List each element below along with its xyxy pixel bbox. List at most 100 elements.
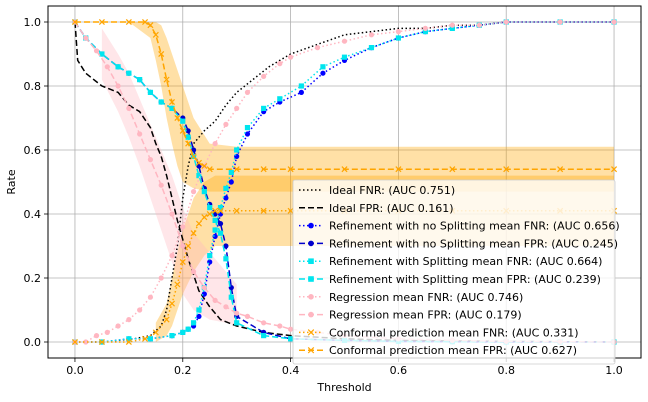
series-5-point-14 <box>207 205 213 211</box>
legend-item-4: Refinement with Splitting mean FNR: (AUC… <box>299 255 602 268</box>
x-tick-label-3: 0.6 <box>390 364 408 377</box>
series-9-point-12 <box>190 153 197 160</box>
series-8-point-9 <box>185 242 192 250</box>
series-7-point-16 <box>244 313 251 319</box>
series-line-6 <box>75 21 614 343</box>
legend-item-8: Conformal prediction mean FNR: (AUC 0.33… <box>299 326 579 339</box>
x-tick-label-4: 0.8 <box>497 364 515 377</box>
series-5-point-15 <box>212 217 218 223</box>
series-6-point-26 <box>476 22 482 28</box>
series-4-point-2 <box>126 336 132 342</box>
series-6-point-6 <box>137 307 143 313</box>
series-7-point-11 <box>190 269 197 275</box>
series-8-point-0 <box>71 338 78 346</box>
series-9-point-6 <box>158 50 165 58</box>
series-6-point-23 <box>395 29 402 35</box>
y-tick-label-4: 0.8 <box>24 80 42 93</box>
series-2-point-16 <box>244 131 251 137</box>
series-4-point-21 <box>341 54 348 60</box>
legend-item-6: Regression mean FNR: (AUC 0.746) <box>299 291 523 304</box>
y-tick-label-3: 0.6 <box>24 144 42 157</box>
legend-marker-2 <box>308 222 314 229</box>
series-8-point-17 <box>260 207 267 214</box>
x-tick-label-1: 0.2 <box>174 364 192 377</box>
legend-marker-6 <box>308 294 314 300</box>
legend-item-0: Ideal FNR: (AUC 0.751) <box>299 184 455 197</box>
series-9-point-16 <box>233 166 240 173</box>
series-5-point-4 <box>126 70 132 76</box>
series-4-point-19 <box>298 83 304 89</box>
series-8-point-12 <box>201 214 208 221</box>
series-4-point-7 <box>190 320 197 326</box>
legend-item-1: Ideal FPR: (AUC 0.161) <box>299 202 454 215</box>
series-7-point-18 <box>277 323 283 329</box>
series-9-point-11 <box>185 140 192 147</box>
legend-marker-9 <box>307 346 315 354</box>
series-5-point-7 <box>158 99 164 105</box>
series-4-point-10 <box>207 253 213 259</box>
series-6-point-16 <box>244 89 251 95</box>
series-5-point-5 <box>137 77 143 83</box>
series-6-point-3 <box>104 329 110 335</box>
legend-marker-4 <box>308 258 314 264</box>
series-6-point-11 <box>190 189 197 195</box>
series-7-point-2 <box>93 48 100 54</box>
legend-item-3: Refinement with no Splitting mean FPR: (… <box>299 237 618 250</box>
legend-label-8: Conformal prediction mean FNR: (AUC 0.33… <box>329 326 579 339</box>
series-8-point-18 <box>287 207 294 214</box>
series-9-point-8 <box>168 98 176 106</box>
series-3-point-17 <box>223 243 229 249</box>
series-7-point-12 <box>201 285 207 291</box>
series-4-point-17 <box>261 105 267 111</box>
series-2-point-14 <box>228 179 234 185</box>
series-7-point-15 <box>234 310 240 316</box>
series-9-point-20 <box>395 166 402 173</box>
series-7-point-4 <box>115 83 121 89</box>
series-5-point-8 <box>169 105 175 111</box>
series-2-point-13 <box>223 195 229 201</box>
legend-label-9: Conformal prediction mean FPR: (AUC 0.62… <box>329 344 577 357</box>
series-5-point-17 <box>223 256 229 262</box>
legend-box <box>292 179 616 365</box>
series-8-point-3 <box>142 335 149 342</box>
y-axis-label: Rate <box>5 169 18 194</box>
series-9-point-18 <box>287 166 294 173</box>
legend-item-2: Refinement with no Splitting mean FNR: (… <box>299 220 620 233</box>
series-line-2 <box>75 21 614 343</box>
series-3-point-16 <box>217 221 224 227</box>
series-9-point-2 <box>125 18 132 26</box>
series-6-point-29 <box>611 19 617 25</box>
series-4-point-22 <box>368 45 375 51</box>
series-7-point-9 <box>169 211 175 217</box>
series-2-point-20 <box>320 70 326 76</box>
series-8-point-5 <box>163 316 170 323</box>
series-5-point-16 <box>217 230 224 236</box>
series-3-point-10 <box>185 128 191 134</box>
series-6-point-22 <box>368 32 375 38</box>
series-4-point-8 <box>196 307 202 313</box>
series-7-point-17 <box>261 320 267 326</box>
series-5-point-19 <box>234 320 240 326</box>
y-axis-ticks: 0.0 0.2 0.4 0.6 0.8 1.0 <box>24 16 48 349</box>
series-4-point-3 <box>147 336 154 342</box>
legend-item-7: Regression mean FPR: (AUC 0.179) <box>299 309 522 322</box>
series-4-point-14 <box>228 169 234 175</box>
x-tick-label-2: 0.4 <box>282 364 300 377</box>
series-8-point-8 <box>179 258 186 266</box>
series-4-point-13 <box>223 185 229 191</box>
series-4-point-18 <box>277 96 283 102</box>
series-5-point-18 <box>228 294 234 300</box>
legend-marker-3 <box>308 240 314 247</box>
series-6-point-13 <box>212 141 218 147</box>
legend-item-5: Refinement with Splitting mean FPR: (AUC… <box>299 273 601 286</box>
series-5-point-20 <box>261 333 267 339</box>
series-6-point-1 <box>83 339 89 345</box>
legend: Ideal FNR: (AUC 0.751) Ideal FPR: (AUC 0.… <box>292 179 620 365</box>
x-axis-ticks: 0.0 0.2 0.4 0.6 0.8 1.0 <box>66 358 623 377</box>
series-8-point-6 <box>168 300 176 307</box>
series-6-point-19 <box>287 54 294 60</box>
series-2-point-11 <box>212 233 218 239</box>
series-8-point-11 <box>195 220 202 227</box>
x-tick-label-0: 0.0 <box>66 364 84 377</box>
